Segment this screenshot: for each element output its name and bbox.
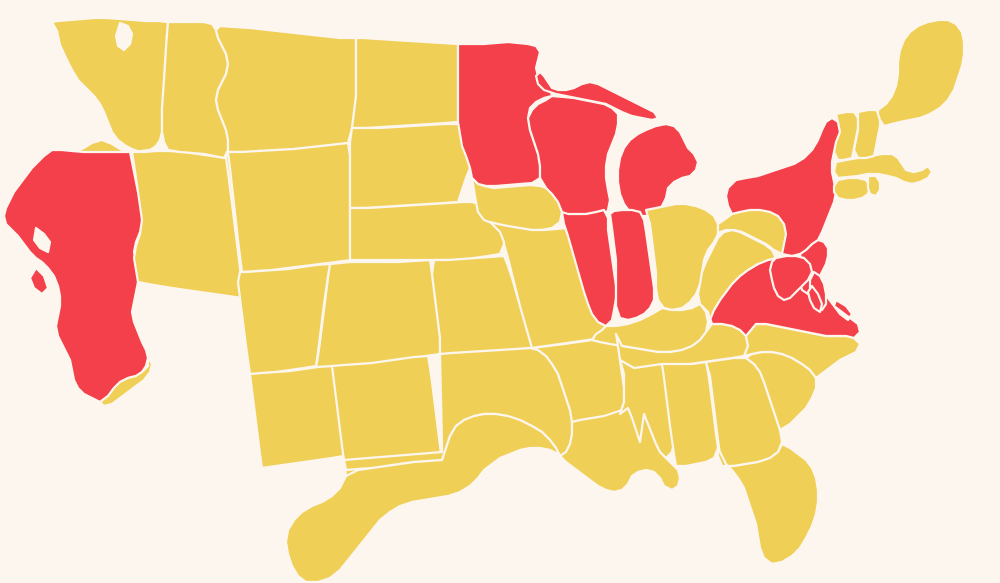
state-ND[interactable] xyxy=(350,36,460,130)
state-MT[interactable] xyxy=(214,24,358,154)
state-NH[interactable] xyxy=(852,108,882,160)
state-IN[interactable] xyxy=(608,208,656,322)
state-ME[interactable] xyxy=(876,18,966,128)
state-RI[interactable] xyxy=(866,174,882,198)
state-NV[interactable] xyxy=(130,149,244,300)
state-WA[interactable] xyxy=(50,16,170,154)
state-SD[interactable] xyxy=(348,122,472,210)
state-CT[interactable] xyxy=(832,176,872,202)
state-MI-upper-peninsula[interactable] xyxy=(534,70,660,122)
state-MD[interactable] xyxy=(768,254,824,314)
states-layer xyxy=(2,16,966,583)
state-TX[interactable] xyxy=(284,412,562,583)
state-WY[interactable] xyxy=(226,141,352,274)
state-NY[interactable] xyxy=(724,116,842,258)
state-UT[interactable] xyxy=(236,262,332,376)
state-MA[interactable] xyxy=(832,152,934,186)
state-FL[interactable] xyxy=(716,442,820,566)
state-MI[interactable] xyxy=(616,122,700,218)
state-CO[interactable] xyxy=(314,258,442,370)
state-CA[interactable] xyxy=(2,148,150,404)
state-VT[interactable] xyxy=(832,110,860,162)
